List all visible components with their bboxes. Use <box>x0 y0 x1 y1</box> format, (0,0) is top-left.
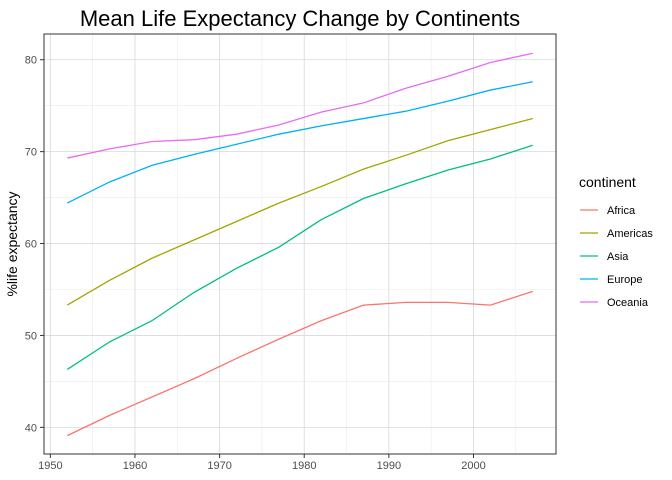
y-tick-label: 50 <box>25 330 37 342</box>
series-line-europe <box>66 81 533 204</box>
chart-title: Mean Life Expectancy Change by Continent… <box>80 6 520 31</box>
x-tick-label: 1970 <box>207 460 231 472</box>
series-line-asia <box>66 144 533 370</box>
x-tick-label: 1950 <box>38 460 62 472</box>
x-tick-label: 1990 <box>377 460 401 472</box>
legend-label-americas: Americas <box>607 228 653 240</box>
x-tick-label: 2000 <box>461 460 485 472</box>
axes: 1950 1960 1970 1980 1990 2000 40 50 60 70 80 <box>25 55 486 472</box>
y-axis-label: %life expectancy <box>4 191 20 296</box>
plot-border <box>43 33 557 455</box>
x-tick-label: 1980 <box>292 460 316 472</box>
series-line-americas <box>66 117 533 306</box>
grid <box>44 34 556 454</box>
legend-label-oceania: Oceania <box>607 297 649 309</box>
y-tick-label: 60 <box>25 239 37 251</box>
series-line-oceania <box>67 52 533 159</box>
x-tick-label: 1960 <box>123 460 147 472</box>
legend-label-asia: Asia <box>607 251 629 263</box>
y-tick-label: 40 <box>25 422 37 434</box>
y-tick-label: 70 <box>25 147 37 159</box>
legend-label-africa: Africa <box>607 205 636 217</box>
legend: continent Africa Americas Asia Europe Oceani… <box>579 174 653 309</box>
y-tick-label: 80 <box>25 55 37 67</box>
series-lines <box>66 52 533 437</box>
legend-title: continent <box>579 174 636 190</box>
legend-label-europe: Europe <box>607 274 642 286</box>
series-line-africa <box>66 290 533 437</box>
